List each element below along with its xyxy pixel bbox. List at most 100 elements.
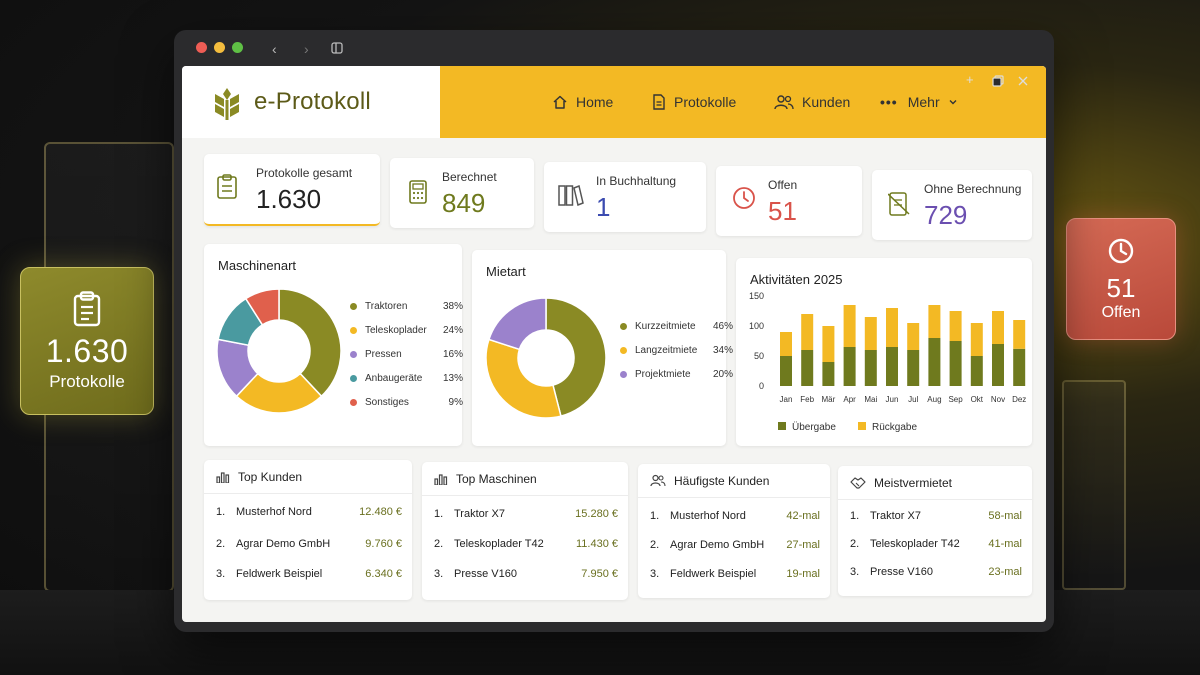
bar-uebergabe-apr[interactable] <box>843 347 856 386</box>
bar-uebergabe-nov[interactable] <box>992 344 1004 386</box>
stat-value: 849 <box>442 188 486 218</box>
tabs-overview-icon[interactable] <box>992 75 1004 87</box>
bar-rueckgabe-okt[interactable] <box>970 323 983 356</box>
list-item[interactable]: 1. Traktor X7 58-mal <box>850 510 1022 522</box>
list-title: Top Kunden <box>238 469 303 484</box>
bar-rueckgabe-jul[interactable] <box>907 323 920 350</box>
window-close-icon[interactable] <box>1018 76 1028 86</box>
stat-title: Berechnet <box>442 170 497 184</box>
legend-label: Rückgabe <box>872 422 917 433</box>
app-page: e-Protokoll Home Protokolle <box>182 66 1046 622</box>
minimize-dot-icon[interactable] <box>214 42 225 53</box>
bar-uebergabe-sep[interactable] <box>949 341 962 386</box>
legend-value: 34% <box>712 344 733 356</box>
bar-uebergabe-jun[interactable] <box>886 347 898 386</box>
nav-mehr[interactable]: ••• Mehr <box>880 94 966 110</box>
bar-rueckgabe-mär[interactable] <box>822 326 835 362</box>
list-item[interactable]: 1. Musterhof Nord 12.480 € <box>216 506 402 518</box>
bar-rueckgabe-jun[interactable] <box>886 308 898 347</box>
donut-chart-mietart <box>485 297 607 419</box>
donut-slice-traktoren[interactable] <box>278 288 342 398</box>
floating-offen-value: 51 <box>1106 272 1136 303</box>
new-tab-icon[interactable]: + <box>966 72 974 87</box>
legend-dot <box>620 322 627 330</box>
donut-slice-projektmiete[interactable] <box>487 297 547 351</box>
bar-uebergabe-mär[interactable] <box>822 362 835 386</box>
sidebar-toggle-icon[interactable] <box>331 42 343 54</box>
list-item[interactable]: 3. Presse V160 7.950 € <box>434 568 618 580</box>
list-item[interactable]: 3. Presse V160 23-mal <box>850 566 1022 578</box>
browser-window: ‹ › e-Protokoll <box>174 30 1054 632</box>
list-card-meistvermietet: Meistvermietet 1. Traktor X7 58-mal 2. Tele… <box>838 466 1032 596</box>
legend-label: Anbaugeräte <box>365 372 423 384</box>
bar-chart-icon <box>434 473 448 485</box>
nav-home[interactable]: Home <box>552 94 613 110</box>
bar-rueckgabe-sep[interactable] <box>949 311 962 341</box>
wheat-logo-icon <box>215 88 239 120</box>
browser-chrome: ‹ › <box>174 30 1054 68</box>
bar-rueckgabe-feb[interactable] <box>801 314 814 350</box>
app-logo[interactable]: e-Protokoll <box>210 82 371 122</box>
list-item[interactable]: 2. Agrar Demo GmbH 9.760 € <box>216 538 402 550</box>
legend-maschinenart: Traktoren 38% Teleskoplader 24% Pressen 16% An… <box>350 294 463 414</box>
users-icon <box>774 95 794 110</box>
forward-arrow-icon[interactable]: › <box>304 41 309 57</box>
legend-item: Teleskoplader 24% <box>350 318 463 342</box>
bar-rueckgabe-mai[interactable] <box>864 317 877 350</box>
legend-dot <box>350 302 357 310</box>
bar-uebergabe-dez[interactable] <box>1013 348 1026 386</box>
clipboard-icon <box>217 174 237 199</box>
list-title: Meistvermietet <box>874 475 953 490</box>
close-dot-icon[interactable] <box>196 42 207 53</box>
bar-rueckgabe-nov[interactable] <box>992 311 1004 344</box>
nav-bar: Home Protokolle <box>440 66 1046 138</box>
back-arrow-icon[interactable]: ‹ <box>272 41 277 57</box>
stat-title: In Buchhaltung <box>596 174 677 188</box>
bar-uebergabe-jul[interactable] <box>907 350 920 386</box>
list-item[interactable]: 2. Agrar Demo GmbH 27-mal <box>650 539 820 551</box>
bar-rueckgabe-jan[interactable] <box>780 332 792 356</box>
stat-value: 51 <box>768 196 797 226</box>
home-icon <box>553 95 567 109</box>
stat-card-protokolle-gesamt[interactable]: Protokolle gesamt 1.630 <box>204 154 380 226</box>
list-item[interactable]: 3. Feldwerk Beispiel 6.340 € <box>216 568 402 580</box>
stat-value: 1 <box>596 192 611 222</box>
stat-card-ohne-berechnung[interactable]: Ohne Berechnung 729 <box>872 170 1032 240</box>
document-icon <box>653 94 665 110</box>
legend-item: Sonstiges 9% <box>350 390 463 414</box>
list-item[interactable]: 1. Musterhof Nord 42-mal <box>650 510 820 522</box>
bar-uebergabe-aug[interactable] <box>928 338 941 386</box>
stat-card-offen[interactable]: Offen 51 <box>716 166 862 236</box>
nav-home-label: Home <box>576 94 614 110</box>
stat-card-buchhaltung[interactable]: In Buchhaltung 1 <box>544 162 706 232</box>
no-calc-icon <box>888 192 910 216</box>
list-header: Häufigste Kunden <box>638 464 830 498</box>
bar-uebergabe-okt[interactable] <box>970 356 983 386</box>
donut-slice-sonstiges[interactable] <box>244 288 280 326</box>
legend-dot <box>350 326 357 334</box>
bar-rueckgabe-aug[interactable] <box>928 305 941 338</box>
nav-protokolle[interactable]: Protokolle <box>652 94 736 110</box>
legend-label: Projektmiete <box>635 368 691 380</box>
legend-value: 46% <box>712 320 733 332</box>
bar-uebergabe-jan[interactable] <box>780 356 792 386</box>
bar-rueckgabe-apr[interactable] <box>843 305 856 347</box>
bar-uebergabe-feb[interactable] <box>801 350 814 386</box>
floating-card-offen: 51 Offen <box>1066 218 1176 340</box>
list-item[interactable]: 2. Teleskoplader T42 41-mal <box>850 538 1022 550</box>
legend-dot <box>350 374 357 382</box>
donut-slice-langzeitmiete[interactable] <box>485 338 562 419</box>
list-item[interactable]: 2. Teleskoplader T42 11.430 € <box>434 538 618 550</box>
nav-kunden[interactable]: Kunden <box>774 94 850 110</box>
bar-uebergabe-mai[interactable] <box>864 350 877 386</box>
list-item[interactable]: 3. Feldwerk Beispiel 19-mal <box>650 568 820 580</box>
donut-slice-kurzzeitmiete[interactable] <box>545 297 607 418</box>
stat-card-berechnet[interactable]: Berechnet 849 <box>390 158 534 228</box>
list-item[interactable]: 1. Traktor X7 15.280 € <box>434 508 618 520</box>
legend-label: Langzeitmiete <box>635 344 698 356</box>
maximize-dot-icon[interactable] <box>232 42 243 53</box>
list-header: Meistvermietet <box>838 466 1032 500</box>
panel-maschinenart: Maschinenart Traktoren 38% Teleskoplader 24… <box>204 244 463 446</box>
bar-rueckgabe-dez[interactable] <box>1013 320 1026 349</box>
floating-card-protokolle: 1.630 Protokolle <box>20 267 154 415</box>
